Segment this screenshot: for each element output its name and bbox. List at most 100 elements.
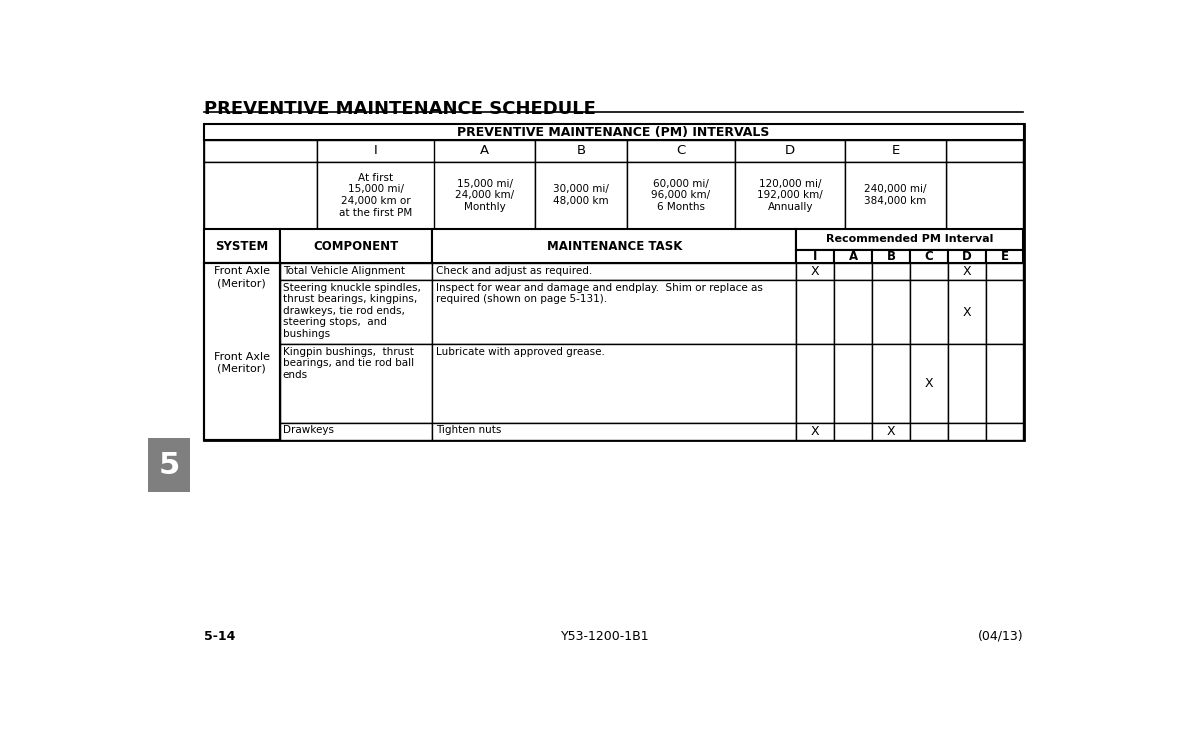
Bar: [986, 423, 1024, 440]
Bar: [433, 280, 797, 344]
Bar: [948, 344, 986, 423]
Bar: [872, 280, 910, 344]
Text: Front Axle
(Meritor): Front Axle (Meritor): [214, 266, 269, 288]
Bar: [948, 423, 986, 440]
Text: Front Axle
(Meritor): Front Axle (Meritor): [214, 351, 269, 373]
Bar: [872, 344, 910, 423]
Bar: [626, 141, 735, 162]
Text: D: D: [785, 144, 795, 157]
Bar: [203, 124, 1024, 141]
Bar: [872, 264, 910, 280]
Bar: [910, 250, 948, 264]
Bar: [986, 250, 1024, 264]
Text: 5-14: 5-14: [203, 630, 235, 643]
Text: A: A: [849, 250, 858, 263]
Bar: [946, 162, 1024, 228]
Text: C: C: [924, 250, 934, 263]
Bar: [834, 423, 872, 440]
Text: Check and adjust as required.: Check and adjust as required.: [436, 266, 592, 276]
Text: COMPONENT: COMPONENT: [313, 239, 398, 253]
Bar: [433, 264, 797, 280]
Bar: [433, 229, 797, 264]
Bar: [279, 264, 433, 280]
Text: 60,000 mi/
96,000 km/
6 Months: 60,000 mi/ 96,000 km/ 6 Months: [651, 179, 710, 212]
Bar: [203, 264, 279, 440]
Bar: [872, 423, 910, 440]
Text: PREVENTIVE MAINTENANCE SCHEDULE: PREVENTIVE MAINTENANCE SCHEDULE: [203, 100, 596, 118]
Bar: [948, 280, 986, 344]
Bar: [279, 229, 433, 264]
Text: Total Vehicle Alignment: Total Vehicle Alignment: [282, 266, 404, 276]
Text: At first
15,000 mi/
24,000 km or
at the first PM: At first 15,000 mi/ 24,000 km or at the …: [339, 173, 413, 217]
Bar: [834, 344, 872, 423]
Bar: [735, 162, 845, 228]
Bar: [910, 344, 948, 423]
Bar: [203, 162, 317, 228]
Text: X: X: [886, 425, 895, 438]
Bar: [735, 141, 845, 162]
Bar: [834, 250, 872, 264]
Text: I: I: [813, 250, 818, 263]
Bar: [797, 344, 834, 423]
Text: Inspect for wear and damage and endplay.  Shim or replace as
required (shown on : Inspect for wear and damage and endplay.…: [436, 283, 762, 305]
Text: 120,000 mi/
192,000 km/
Annually: 120,000 mi/ 192,000 km/ Annually: [758, 179, 823, 212]
Text: 15,000 mi/
24,000 km/
Monthly: 15,000 mi/ 24,000 km/ Monthly: [455, 179, 514, 212]
Bar: [872, 250, 910, 264]
Bar: [797, 280, 834, 344]
Bar: [986, 344, 1024, 423]
Text: SYSTEM: SYSTEM: [215, 239, 268, 253]
Bar: [946, 141, 1024, 162]
Bar: [203, 141, 317, 162]
Bar: [834, 264, 872, 280]
Text: X: X: [962, 266, 972, 278]
Bar: [626, 162, 735, 228]
Bar: [279, 423, 433, 440]
Text: 240,000 mi/
384,000 km: 240,000 mi/ 384,000 km: [864, 184, 927, 206]
Text: Lubricate with approved grease.: Lubricate with approved grease.: [436, 346, 605, 356]
Text: B: B: [886, 250, 896, 263]
Text: Drawkeys: Drawkeys: [282, 425, 333, 435]
Bar: [148, 438, 190, 492]
Bar: [948, 264, 986, 280]
Text: E: E: [891, 144, 900, 157]
Text: I: I: [374, 144, 377, 157]
Bar: [986, 280, 1024, 344]
Text: X: X: [811, 266, 819, 278]
Bar: [797, 423, 834, 440]
Text: (04/13): (04/13): [978, 630, 1024, 643]
Bar: [435, 162, 535, 228]
Bar: [845, 162, 946, 228]
Text: Kingpin bushings,  thrust
bearings, and tie rod ball
ends: Kingpin bushings, thrust bearings, and t…: [282, 346, 414, 380]
Text: 5: 5: [158, 451, 180, 479]
Text: Y53-1200-1B1: Y53-1200-1B1: [561, 630, 650, 643]
Bar: [279, 280, 433, 344]
Bar: [797, 264, 834, 280]
Bar: [203, 229, 279, 264]
Text: E: E: [1001, 250, 1008, 263]
Text: D: D: [962, 250, 972, 263]
Bar: [834, 280, 872, 344]
Text: Recommended PM Interval: Recommended PM Interval: [826, 234, 994, 244]
Text: A: A: [480, 144, 489, 157]
Bar: [535, 162, 626, 228]
Text: C: C: [676, 144, 686, 157]
Text: X: X: [811, 425, 819, 438]
Bar: [433, 423, 797, 440]
Text: Steering knuckle spindles,
thrust bearings, kingpins,
drawkeys, tie rod ends,
st: Steering knuckle spindles, thrust bearin…: [282, 283, 421, 339]
Text: PREVENTIVE MAINTENANCE (PM) INTERVALS: PREVENTIVE MAINTENANCE (PM) INTERVALS: [457, 126, 769, 138]
Bar: [797, 250, 834, 264]
Bar: [910, 423, 948, 440]
Bar: [948, 250, 986, 264]
Bar: [317, 162, 435, 228]
Text: MAINTENANCE TASK: MAINTENANCE TASK: [546, 239, 682, 253]
Bar: [435, 141, 535, 162]
Text: B: B: [577, 144, 585, 157]
Bar: [433, 344, 797, 423]
Bar: [317, 141, 435, 162]
Bar: [797, 228, 1024, 250]
Bar: [910, 264, 948, 280]
Bar: [203, 264, 279, 440]
Bar: [910, 280, 948, 344]
Text: Tighten nuts: Tighten nuts: [436, 425, 501, 435]
Bar: [279, 344, 433, 423]
